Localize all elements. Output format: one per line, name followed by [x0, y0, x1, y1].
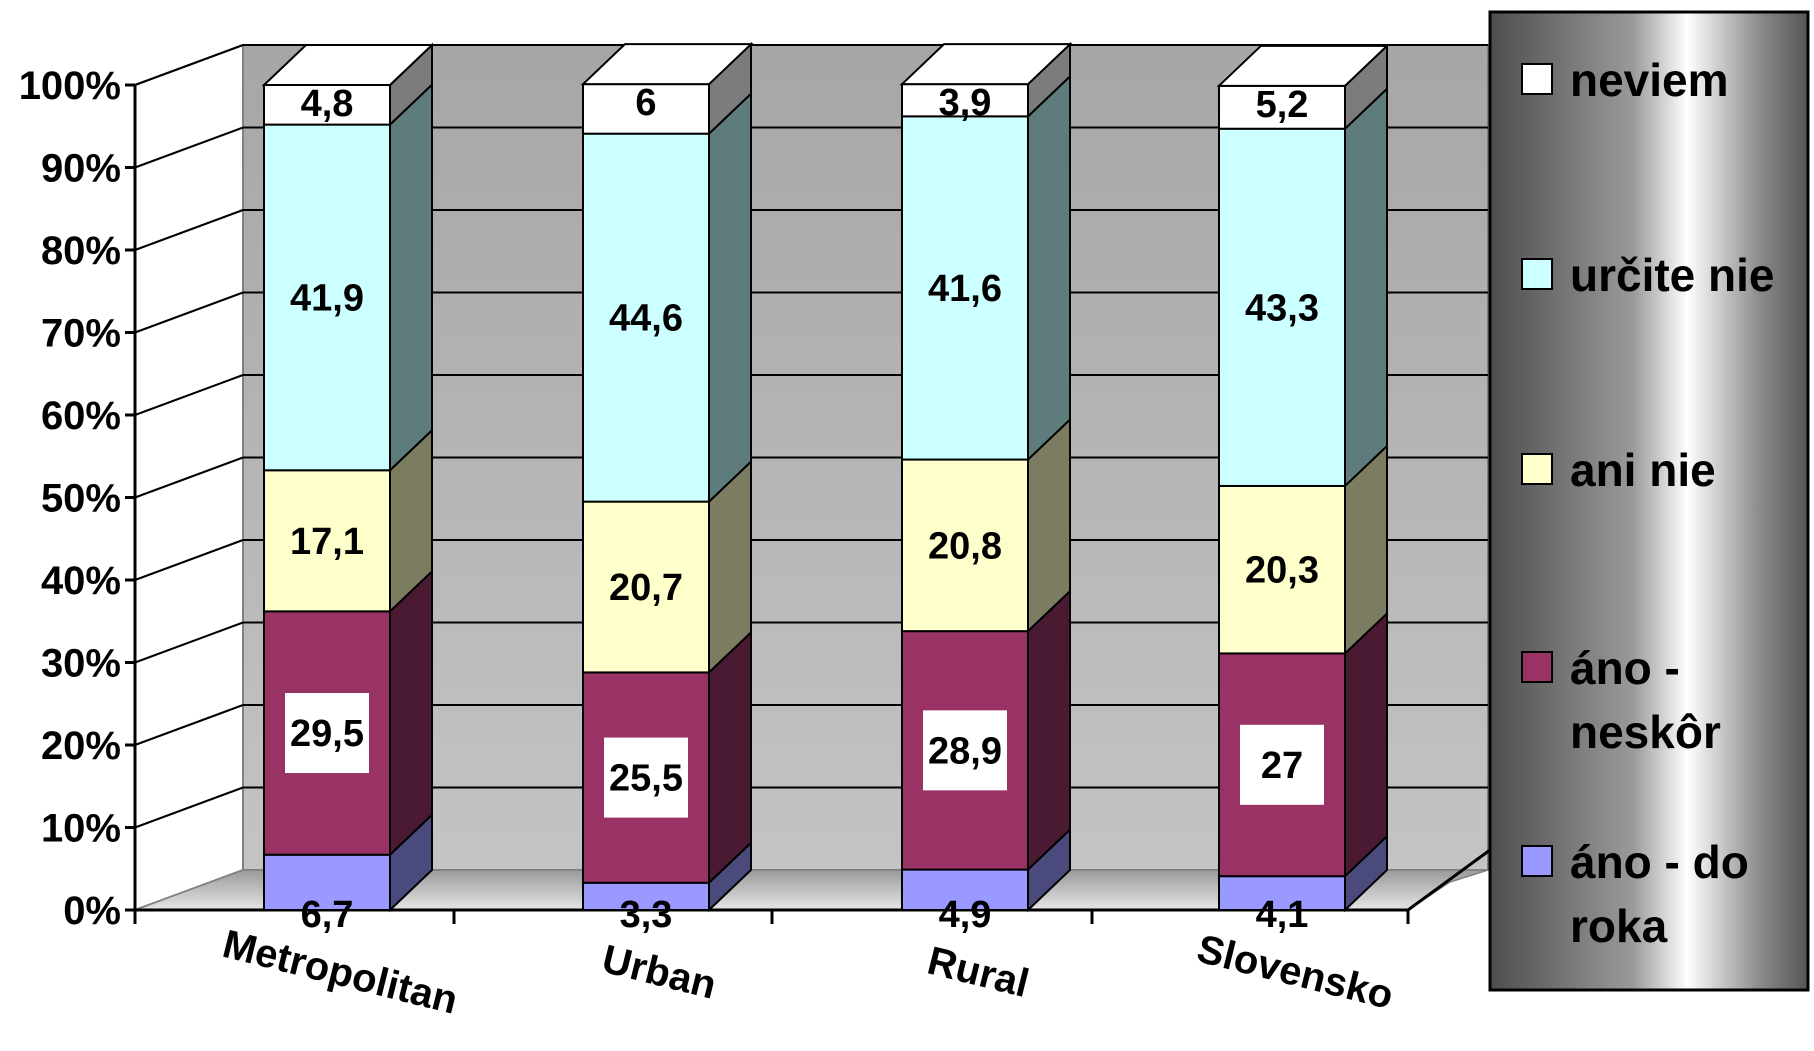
data-label: 27: [1261, 745, 1303, 787]
bar-stack: [1216, 43, 1390, 913]
data-label: 28,9: [928, 730, 1002, 772]
data-label: 5,2: [1256, 84, 1309, 126]
bar-side-2: [1027, 588, 1071, 872]
data-label-box: [604, 737, 688, 818]
bar-stack: [261, 42, 435, 913]
gridline-side: [134, 456, 244, 499]
x-category-label: Rural: [923, 939, 1033, 1006]
bar-top: [580, 43, 754, 86]
x-axis-depth: [1407, 848, 1491, 912]
data-label-box: [1240, 724, 1324, 805]
data-label: 6,7: [301, 894, 354, 936]
legend-swatch: [1521, 845, 1553, 877]
gridline-side: [134, 374, 244, 416]
legend-swatch: [1521, 258, 1553, 290]
bar-top: [1216, 44, 1390, 87]
bar-side-4: [1027, 74, 1071, 462]
legend-box: [1488, 10, 1810, 992]
y-tick-label: 20%: [41, 724, 121, 768]
bar-top: [899, 43, 1073, 86]
legend-swatch: [1521, 453, 1553, 485]
data-label: 3,9: [939, 82, 992, 124]
bar-segment-4: [263, 123, 391, 472]
gridline-side: [134, 786, 244, 829]
gridline-side: [134, 44, 244, 86]
y-tick-label: 50%: [41, 477, 121, 521]
bar-segment-5: [263, 84, 391, 126]
y-tick-label: 90%: [41, 147, 121, 191]
legend-label: áno -: [1570, 642, 1680, 694]
gridline-side: [134, 291, 244, 334]
data-label: 20,3: [1245, 550, 1319, 592]
legend-label: neskôr: [1570, 706, 1721, 758]
bar-segment-3: [901, 458, 1029, 633]
data-label: 43,3: [1245, 287, 1319, 329]
legend-item: určite nie: [1521, 249, 1775, 301]
bar-segment-5: [1218, 84, 1346, 130]
legend-label: áno - do: [1570, 836, 1749, 888]
data-label-box: [285, 693, 369, 774]
data-label: 4,8: [301, 83, 354, 125]
data-label: 6: [635, 82, 656, 124]
legend-item: áno - neskôr: [1521, 642, 1721, 758]
data-label: 44,6: [609, 298, 683, 340]
bar-segment-1: [582, 881, 710, 912]
y-tick-label: 0%: [63, 889, 121, 933]
y-tick-label: 100%: [19, 64, 121, 108]
y-tick-label: 40%: [41, 559, 121, 603]
gridline-side: [134, 704, 244, 746]
bar-segment-3: [582, 500, 710, 674]
bar-segment-4: [582, 132, 710, 503]
bar-side-4: [1344, 86, 1388, 489]
bar-side-2: [708, 630, 752, 886]
gridline-side: [134, 621, 244, 664]
data-label: 17,1: [290, 521, 364, 563]
data-label: 4,1: [1256, 894, 1309, 936]
bar-side-4: [708, 91, 752, 504]
legend-label: ani nie: [1570, 444, 1716, 496]
legend-swatch: [1521, 63, 1553, 95]
gridline-side: [134, 209, 244, 251]
data-label: 41,6: [928, 268, 1002, 310]
data-label: 41,9: [290, 277, 364, 319]
data-label: 29,5: [290, 713, 364, 755]
data-label: 20,7: [609, 567, 683, 609]
gridline-side: [134, 126, 244, 169]
x-category-label: Slovensko: [1193, 927, 1398, 1018]
y-tick-label: 70%: [41, 312, 121, 356]
bar-segment-1: [901, 868, 1029, 912]
y-tick-label: 30%: [41, 642, 121, 686]
data-label-box: [923, 710, 1007, 791]
x-category-label: Metropolitan: [218, 922, 462, 1023]
legend-label: určite nie: [1570, 249, 1775, 301]
bar-top: [261, 44, 435, 86]
data-label: 3,3: [620, 894, 673, 936]
y-tick-label: 60%: [41, 394, 121, 438]
legend-item: áno - do roka: [1521, 836, 1749, 952]
bar-segment-3: [1218, 484, 1346, 655]
bar-side-2: [1344, 611, 1388, 879]
y-tick-label: 80%: [41, 229, 121, 273]
gridline-side: [134, 539, 244, 581]
bar-side-2: [389, 569, 433, 858]
bar-segment-5: [901, 83, 1029, 118]
bar-stack: [899, 41, 1073, 913]
legend-item: ani nie: [1521, 444, 1716, 496]
legend-item: neviem: [1521, 54, 1729, 106]
bar-segment-5: [582, 83, 710, 135]
bar-segment-4: [901, 115, 1029, 461]
bar-side-4: [389, 82, 433, 473]
y-tick-label: 10%: [41, 807, 121, 851]
data-label: 4,9: [939, 894, 992, 936]
bar-segment-1: [263, 853, 391, 911]
x-category-label: Urban: [598, 937, 721, 1008]
legend-swatch: [1521, 651, 1553, 683]
data-label: 20,8: [928, 525, 1002, 567]
legend-label: neviem: [1570, 54, 1729, 106]
legend-label: roka: [1570, 900, 1668, 952]
data-label: 25,5: [609, 758, 683, 800]
